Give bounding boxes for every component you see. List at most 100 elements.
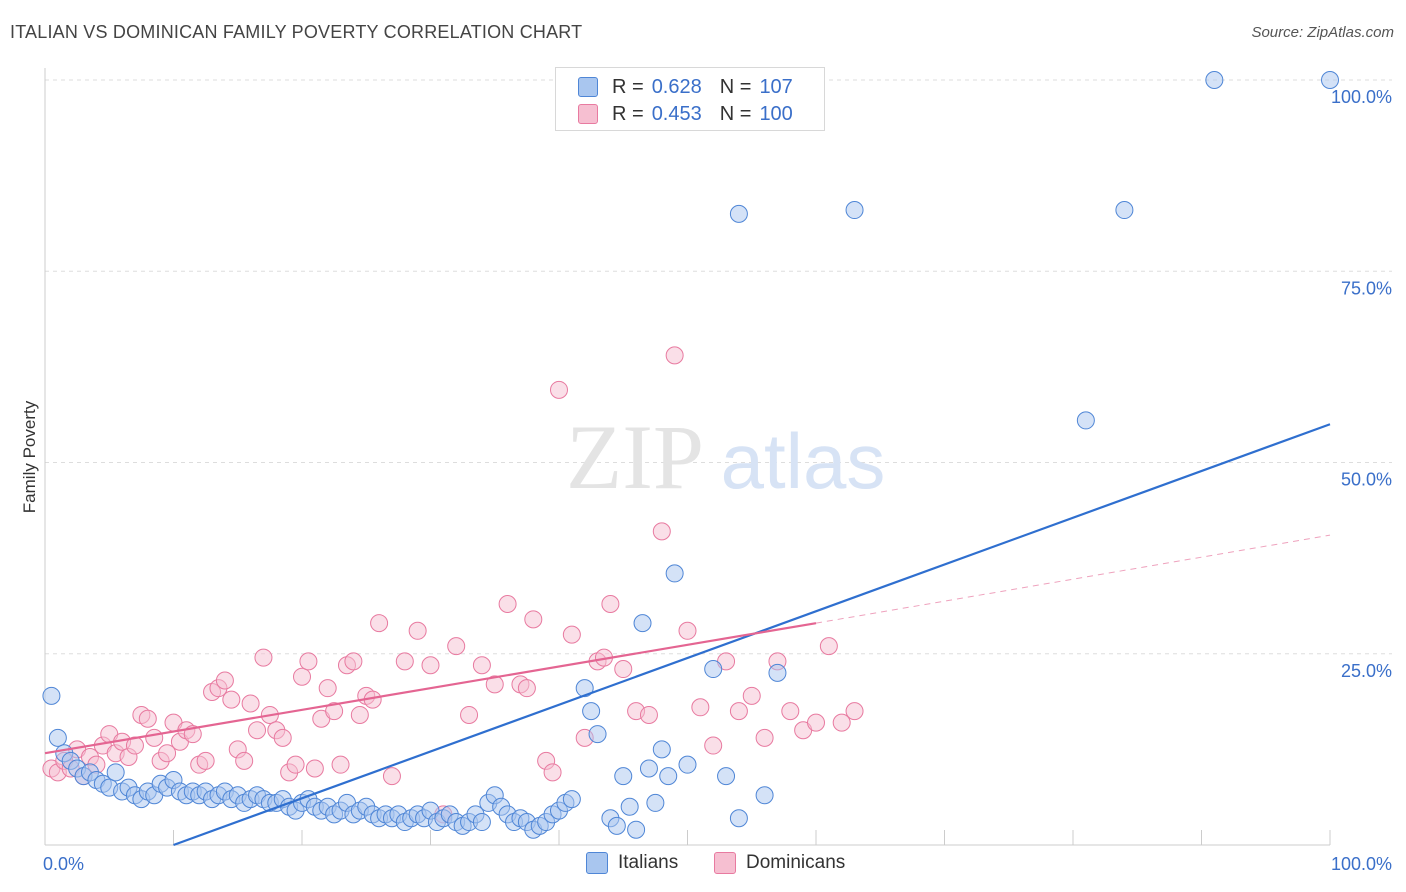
dominicans-point xyxy=(460,705,479,724)
italians-point xyxy=(704,660,723,679)
dominicans-point xyxy=(781,702,800,721)
dominicans-point xyxy=(601,595,620,614)
dominicans-point xyxy=(145,728,164,747)
italians-point xyxy=(562,790,581,809)
dominicans-point xyxy=(517,679,536,698)
italians-point xyxy=(717,767,736,786)
dominicans-point xyxy=(254,648,273,667)
dominicans-point xyxy=(382,767,401,786)
grid-lines xyxy=(45,79,1392,655)
dominicans-point xyxy=(742,686,761,705)
dominicans-point xyxy=(318,679,337,698)
dominicans-point xyxy=(235,751,254,770)
dominicans-point xyxy=(395,652,414,671)
dominicans-point xyxy=(691,698,710,717)
y-tick-label: 25.0% xyxy=(1341,661,1392,681)
italians-point xyxy=(472,813,491,832)
dominicans-point xyxy=(614,660,633,679)
legend-r-label: R = xyxy=(612,75,644,98)
legend-r-label: R = xyxy=(612,102,644,125)
correlation-legend: R = 0.628 N = 107 R = 0.453 N = 100 xyxy=(555,67,825,131)
dominicans-swatch xyxy=(714,852,736,874)
dominicans-point xyxy=(421,656,440,675)
legend-swatch-dominicans xyxy=(578,104,598,124)
watermark-zip: ZIP xyxy=(566,406,704,508)
dominicans-points xyxy=(42,346,864,824)
dominicans-point xyxy=(665,346,684,365)
italians-point xyxy=(614,767,633,786)
dominicans-point xyxy=(524,610,543,629)
italians-point xyxy=(627,820,646,839)
dominicans-point xyxy=(447,637,466,656)
italians-point xyxy=(620,797,639,816)
dominicans-point xyxy=(729,702,748,721)
dominicans-point xyxy=(299,652,318,671)
legend-r-value: 0.453 xyxy=(651,102,702,125)
dominicans-point xyxy=(344,652,363,671)
legend-n-label: N = xyxy=(719,102,752,125)
italians-label: Italians xyxy=(618,852,679,873)
italians-point xyxy=(755,786,774,805)
tick-labels: 100.0% 75.0% 50.0% 25.0% 0.0% 100.0% xyxy=(43,87,1392,874)
legend-n-value: 107 xyxy=(759,75,793,98)
legend-item-italians[interactable]: Italians xyxy=(586,852,678,874)
italians-point xyxy=(588,725,607,744)
italians-point xyxy=(665,564,684,583)
italians-point xyxy=(729,809,748,828)
dominicans-point xyxy=(241,694,260,713)
italians-point xyxy=(42,686,61,705)
dominicans-point xyxy=(286,755,305,774)
legend-item-dominicans[interactable]: Dominicans xyxy=(714,852,845,874)
dominicans-point xyxy=(485,675,504,694)
italians-point xyxy=(768,663,787,682)
regression-lines xyxy=(44,423,1331,847)
series-legend: Italians Dominicans xyxy=(0,850,1406,880)
dominicans-point xyxy=(325,702,344,721)
dominicans-point xyxy=(807,713,825,732)
dominicans-point xyxy=(196,751,215,770)
dominicans-point xyxy=(543,763,562,782)
italians-point xyxy=(1076,411,1095,430)
legend-n-label: N = xyxy=(719,75,752,98)
dominicans-point xyxy=(293,667,311,686)
italians-point xyxy=(845,201,864,220)
legend-row-dominicans: R = 0.453 N = 100 xyxy=(578,100,793,128)
italians-point xyxy=(729,204,748,223)
dominicans-point xyxy=(498,595,517,614)
dominicans-point xyxy=(704,736,723,755)
italians-point xyxy=(646,793,665,812)
dominicans-point xyxy=(370,614,389,633)
italians-point xyxy=(106,763,125,782)
dominicans-point xyxy=(273,728,292,747)
legend-r-value: 0.628 xyxy=(651,75,702,98)
italians-points xyxy=(42,71,1339,839)
dominicans-point xyxy=(138,709,157,728)
axes xyxy=(44,68,1331,846)
y-tick-label: 100.0% xyxy=(1331,87,1392,107)
legend-swatch-italians xyxy=(578,77,598,97)
dominicans-trend-extension xyxy=(815,534,1331,624)
y-tick-label: 75.0% xyxy=(1341,278,1392,298)
dominicans-point xyxy=(639,705,658,724)
chart-title: ITALIAN VS DOMINICAN FAMILY POVERTY CORR… xyxy=(10,22,583,42)
italians-point xyxy=(678,755,697,774)
italians-point xyxy=(633,614,652,633)
dominicans-point xyxy=(819,637,838,656)
source-label: Source: ZipAtlas.com xyxy=(1251,24,1394,41)
dominicans-point xyxy=(562,625,581,644)
italians-point xyxy=(607,816,626,835)
x-tick-label: 100.0% xyxy=(1331,854,1392,874)
dominicans-point xyxy=(305,759,324,778)
x-tick-label: 0.0% xyxy=(43,854,84,874)
y-tick-label: 50.0% xyxy=(1341,470,1392,490)
watermark: ZIP atlas xyxy=(566,406,885,508)
dominicans-point xyxy=(832,713,851,732)
italians-point xyxy=(48,728,67,747)
dominicans-trend-line xyxy=(44,622,817,755)
legend-row-italians: R = 0.628 N = 107 xyxy=(578,73,793,101)
italians-point xyxy=(652,740,671,759)
dominicans-point xyxy=(331,755,350,774)
italians-point xyxy=(582,702,601,721)
italians-point xyxy=(1205,71,1224,89)
